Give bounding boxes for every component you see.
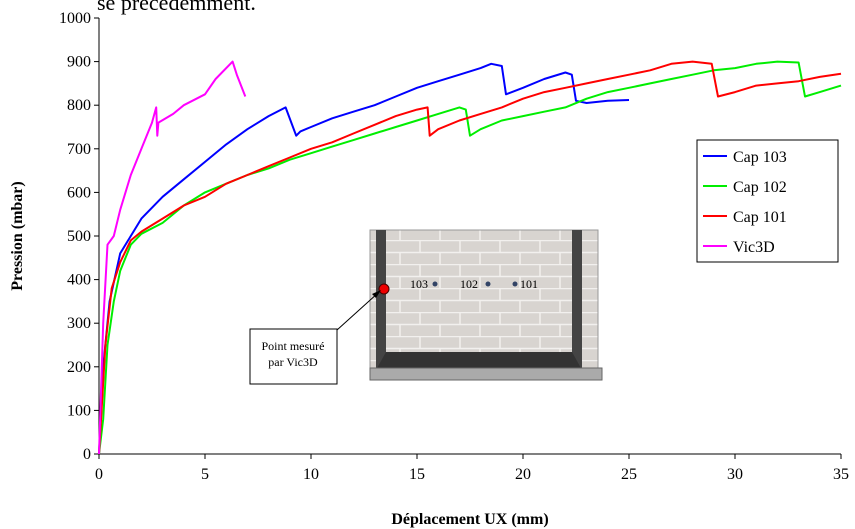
legend-label: Cap 102: [733, 179, 787, 196]
callout-text: Point mesuré: [262, 339, 325, 353]
sensor-label: 103: [410, 277, 428, 291]
x-tick-label: 30: [727, 466, 743, 483]
x-tick-label: 20: [515, 466, 531, 483]
legend-label: Vic3D: [733, 239, 775, 256]
sensor-label: 101: [520, 277, 538, 291]
x-tick-label: 25: [621, 466, 637, 483]
y-tick-label: 100: [67, 402, 91, 419]
page-text: se précédemment.: [97, 0, 256, 15]
y-tick-label: 1000: [59, 10, 91, 27]
x-axis-title: Déplacement UX (mm): [391, 511, 548, 528]
series-line: [98, 62, 630, 455]
y-tick-label: 200: [67, 359, 91, 376]
y-tick-label: 0: [83, 446, 91, 463]
legend-label: Cap 101: [733, 209, 787, 226]
y-tick-label: 600: [67, 184, 91, 201]
x-tick-label: 5: [201, 466, 209, 483]
y-tick-label: 900: [67, 54, 91, 71]
legend-label: Cap 103: [733, 149, 787, 166]
callout-text: par Vic3D: [268, 355, 318, 369]
x-tick-label: 35: [833, 466, 849, 483]
x-tick-label: 15: [409, 466, 425, 483]
legend-box: [696, 139, 839, 263]
series-line: [98, 60, 247, 455]
sensor-label: 102: [460, 277, 478, 291]
y-tick-label: 500: [67, 228, 91, 245]
x-tick-label: 10: [303, 466, 319, 483]
y-tick-label: 800: [67, 97, 91, 114]
y-axis-title: Pression (mbar): [9, 181, 26, 290]
series-line: [98, 60, 842, 455]
y-tick-label: 400: [67, 272, 91, 289]
y-tick-label: 300: [67, 315, 91, 332]
y-tick-label: 700: [67, 141, 91, 158]
inset-image: 103 102 101 Point mesuré par Vic3D: [249, 229, 603, 385]
x-tick-label: 0: [95, 466, 103, 483]
